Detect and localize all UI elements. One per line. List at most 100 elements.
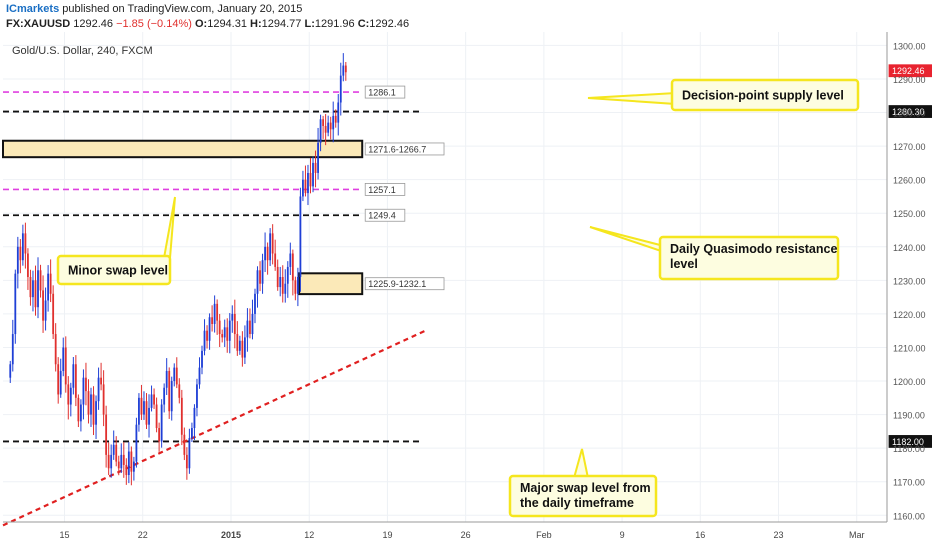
candle-body: [105, 414, 108, 455]
candle-body: [138, 397, 140, 425]
x-axis: 15 22 2015 12 19 26 Feb 9 16 23 Mar: [3, 521, 887, 540]
candle-body: [62, 347, 65, 371]
candle-body: [29, 277, 32, 298]
y-tick-label: 1290.00: [893, 75, 926, 85]
candle-body: [135, 424, 138, 462]
high-label: H:: [250, 18, 262, 30]
x-tick-label: Mar: [849, 530, 865, 540]
level-tag: 1286.1: [368, 88, 396, 98]
x-tick-label: 26: [461, 530, 471, 540]
candle-body: [281, 277, 284, 294]
candle-body: [130, 451, 133, 472]
y-tick-label: 1270.00: [893, 142, 926, 152]
candle-body: [314, 162, 317, 173]
candle-body: [208, 317, 211, 341]
x-tick-label: 22: [138, 530, 148, 540]
candle-body: [95, 401, 97, 425]
quote-line: FX:XAUUSD 1292.46 −1.85 (−0.14%) O:1294.…: [6, 18, 409, 30]
y-tick-label: 1210.00: [893, 343, 926, 353]
close-value: 1292.46: [369, 18, 410, 30]
candle-body: [213, 303, 216, 324]
candle-body: [112, 444, 115, 455]
candle-body: [74, 364, 77, 398]
candle-body: [231, 313, 234, 321]
candle-body: [79, 404, 82, 422]
candle-body: [226, 327, 229, 341]
candle-body: [132, 461, 135, 472]
callout-box: [56, 254, 172, 286]
candle-body: [14, 273, 17, 335]
candle-body: [304, 179, 307, 194]
low-label: L:: [304, 18, 315, 30]
y-tick-label: 1180.00: [893, 444, 925, 454]
close-label: C:: [357, 18, 370, 30]
x-tick-label: Feb: [536, 530, 552, 540]
candle-body: [334, 115, 337, 123]
candle-body: [324, 125, 327, 133]
open-value: 1294.31: [207, 18, 247, 30]
candle-body: [87, 391, 90, 415]
header: ICmarkets published on TradingView.com, …: [0, 0, 932, 32]
candle-body: [59, 370, 62, 395]
candle-body: [127, 451, 130, 476]
callout-text: Daily Quasimodo resistance: [670, 242, 837, 256]
candle-body: [327, 122, 330, 133]
candle-body: [47, 273, 50, 301]
candle-body: [57, 364, 60, 395]
candle-body: [332, 115, 335, 130]
last-price-tag: 1292.46: [892, 66, 925, 76]
candle-body: [69, 387, 72, 405]
zones: [2, 139, 364, 296]
zone-box: [298, 272, 364, 296]
candles: [9, 53, 347, 486]
candle-body: [291, 253, 294, 281]
candle-body: [307, 172, 309, 194]
open-label: O:: [194, 18, 208, 30]
candle-body: [72, 364, 75, 388]
candle-body: [183, 434, 186, 455]
candle-body: [319, 119, 322, 143]
candle-body: [42, 290, 44, 321]
axis-level-tag-box: [888, 435, 932, 448]
candle-body: [92, 394, 95, 425]
candle-body: [299, 196, 302, 277]
candle-body: [201, 350, 203, 368]
candle-body: [77, 397, 80, 422]
candle-body: [27, 253, 29, 277]
trendline-layer: [2, 329, 426, 527]
callout-text: the daily timeframe: [520, 496, 634, 510]
candle-body: [148, 407, 150, 425]
candle-body: [150, 394, 153, 408]
candle-body: [236, 334, 239, 351]
axis-level-tag: 1182.00: [892, 437, 924, 447]
candle-body: [155, 404, 158, 429]
candle-body: [97, 377, 100, 402]
y-tick-label: 1280.00: [893, 109, 926, 119]
candle-body: [339, 75, 342, 103]
x-tick-label: 2015: [221, 530, 241, 540]
candle-body: [19, 246, 22, 261]
symbol[interactable]: FX:XAUUSD: [6, 18, 71, 30]
level-labels: 1286.1 1280.30 1257.1 1249.4 1182.00 1271.6-1…: [364, 64, 932, 448]
candle-body: [317, 142, 319, 173]
y-tick-label: 1160.00: [893, 511, 925, 521]
published-text: published on TradingView.com, January 20…: [62, 3, 303, 15]
level-tag: 1249.4: [368, 211, 396, 221]
y-tick-label: 1190.00: [893, 411, 925, 421]
candle-body: [110, 454, 113, 469]
brand-link[interactable]: ICmarkets: [6, 3, 60, 15]
candle-body: [180, 397, 183, 435]
candle-body: [90, 394, 92, 415]
y-tick-label: 1250.00: [893, 209, 926, 219]
candle-body: [269, 233, 272, 261]
x-tick-label: 12: [304, 530, 314, 540]
candle-body: [289, 253, 292, 267]
candle-body: [44, 300, 47, 321]
x-tick-label: 9: [620, 530, 625, 540]
candle-body: [191, 428, 193, 439]
candle-body: [21, 233, 24, 261]
trendline: [2, 329, 426, 527]
x-tick-label: 16: [695, 530, 705, 540]
